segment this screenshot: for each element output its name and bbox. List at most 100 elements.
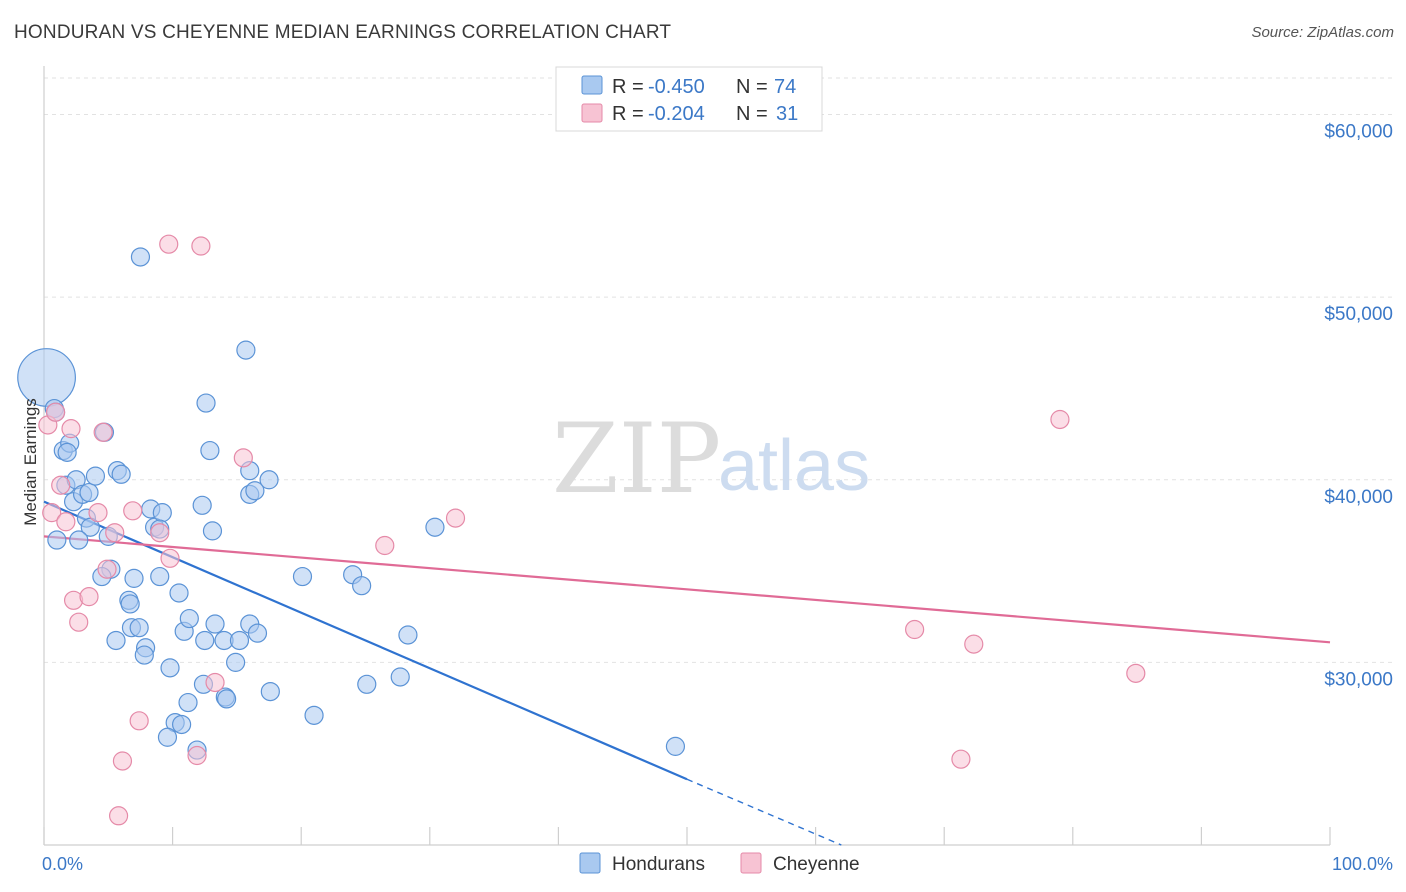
- y-tick-label-3: $60,000: [1324, 122, 1393, 143]
- point-hondurans-70: [398, 625, 418, 645]
- point-hondurans-49: [236, 340, 256, 360]
- watermark-zip: ZIP: [552, 403, 721, 515]
- y-tick-label-1: $40,000: [1324, 487, 1393, 508]
- point-hondurans-61: [172, 714, 192, 735]
- point-cheyenne-1: [42, 503, 62, 523]
- y-tick-label-0: $30,000: [1324, 669, 1393, 690]
- point-cheyenne-8: [88, 503, 108, 523]
- point-hondurans-23: [124, 568, 144, 588]
- point-cheyenne-13: [108, 806, 129, 826]
- series-legend-label-cheyenne: Cheyenne: [773, 854, 860, 875]
- point-hondurans-41: [202, 521, 223, 541]
- point-hondurans-22: [120, 594, 140, 614]
- point-hondurans-69: [390, 667, 410, 687]
- point-hondurans-71: [425, 517, 445, 537]
- point-hondurans-42: [192, 495, 212, 515]
- point-hondurans-37: [179, 608, 199, 629]
- point-hondurans-67: [352, 576, 372, 596]
- point-hondurans-59: [217, 689, 237, 709]
- point-cheyenne-11: [105, 523, 125, 543]
- point-hondurans-53: [259, 470, 279, 490]
- series-legend-label-hondurans: Hondurans: [612, 854, 705, 875]
- point-hondurans-62: [157, 727, 178, 747]
- chart-title: HONDURAN VS CHEYENNE MEDIAN EARNINGS COR…: [14, 22, 672, 43]
- point-hondurans-5: [57, 442, 77, 462]
- y-tick-labels: $30,000 $40,000 $50,000 $60,000: [1324, 122, 1393, 691]
- point-hondurans-26: [106, 630, 126, 651]
- point-hondurans-10: [79, 482, 99, 503]
- point-cheyenne-17: [160, 548, 180, 568]
- point-hondurans-64: [292, 566, 313, 587]
- point-hondurans-39: [196, 393, 216, 413]
- point-hondurans-52: [245, 481, 265, 501]
- point-hondurans-40: [200, 440, 220, 461]
- point-cheyenne-18: [159, 234, 179, 254]
- point-hondurans-72: [665, 736, 686, 756]
- point-cheyenne-26: [964, 634, 984, 654]
- x-tick-labels: 0.0% 100.0%: [42, 854, 1393, 874]
- point-cheyenne-4: [61, 419, 81, 439]
- point-cheyenne-16: [150, 523, 170, 543]
- legend-swatch-hondurans: [581, 75, 603, 95]
- series-legend: Hondurans Cheyenne: [579, 852, 860, 875]
- point-cheyenne-23: [375, 535, 395, 556]
- point-cheyenne-15: [129, 711, 149, 731]
- point-hondurans-56: [178, 692, 198, 713]
- point-hondurans-38: [195, 630, 215, 651]
- series-legend-swatch-cheyenne: [740, 852, 762, 874]
- point-cheyenne-22: [233, 448, 253, 468]
- legend-n-value-1: 31: [776, 103, 798, 125]
- point-hondurans-31: [152, 503, 172, 523]
- point-cheyenne-14: [123, 501, 143, 521]
- legend-n-value-0: 74: [774, 76, 796, 98]
- point-cheyenne-12: [112, 751, 133, 771]
- point-hondurans-12: [85, 466, 106, 486]
- legend-r-value-0: -0.450: [648, 76, 705, 98]
- point-cheyenne-19: [191, 236, 211, 256]
- point-cheyenne-21: [205, 672, 225, 693]
- point-cheyenne-3: [56, 512, 76, 532]
- point-hondurans-35: [160, 658, 180, 678]
- point-cheyenne-20: [187, 745, 207, 766]
- point-cheyenne-24: [445, 508, 466, 528]
- trendline-1: [43, 535, 1331, 644]
- axes: [43, 66, 1331, 846]
- trendlines: [43, 500, 1331, 846]
- point-hondurans-20: [111, 464, 131, 484]
- correlation-legend: R = -0.450 N = 74 R = -0.204 N = 31: [555, 66, 823, 132]
- point-hondurans-0: [17, 348, 76, 407]
- x-tick-label-0: 0.0%: [42, 854, 83, 874]
- point-hondurans-48: [247, 623, 268, 643]
- point-hondurans-25: [129, 618, 149, 638]
- legend-n-label-1: N =: [736, 103, 768, 125]
- point-cheyenne-7: [79, 587, 99, 607]
- point-hondurans-55: [130, 247, 151, 267]
- legend-r-value-1: -0.204: [648, 103, 705, 125]
- point-hondurans-14: [69, 530, 89, 550]
- point-cheyenne-10: [97, 559, 117, 579]
- point-hondurans-43: [205, 614, 225, 634]
- watermark: ZIP atlas: [552, 403, 870, 515]
- legend-n-label-0: N =: [736, 76, 768, 98]
- point-cheyenne-25: [905, 619, 925, 640]
- point-hondurans-65: [304, 705, 324, 725]
- point-cheyenne-29: [1126, 663, 1146, 683]
- point-cheyenne-2: [51, 475, 71, 495]
- point-hondurans-73: [47, 530, 67, 550]
- trendline-0: [43, 500, 688, 781]
- x-tick-label-1: 100.0%: [1332, 854, 1393, 874]
- point-cheyenne-28: [1050, 409, 1070, 430]
- legend-swatch-cheyenne: [581, 103, 603, 123]
- watermark-atlas: atlas: [718, 426, 870, 506]
- point-cheyenne-30: [45, 402, 66, 422]
- point-hondurans-28: [134, 645, 154, 665]
- grid-lines: [44, 77, 1394, 663]
- point-cheyenne-9: [93, 422, 113, 442]
- series-legend-swatch-hondurans: [579, 852, 601, 874]
- point-hondurans-68: [357, 674, 377, 694]
- point-hondurans-34: [169, 583, 189, 603]
- point-hondurans-45: [229, 630, 250, 651]
- legend-r-label-0: R =: [612, 76, 644, 98]
- trendline-extension-0: [686, 778, 842, 846]
